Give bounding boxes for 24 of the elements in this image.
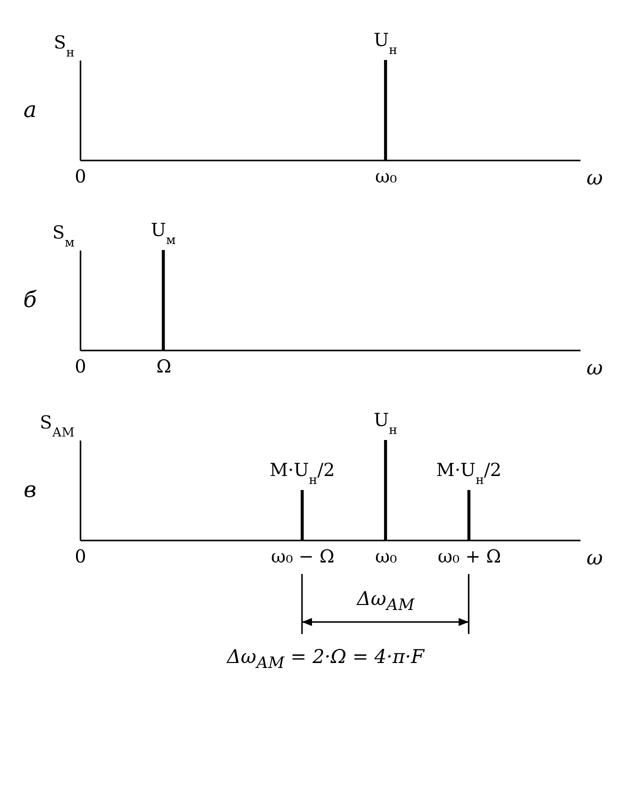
x-tick-label: 0 bbox=[74, 166, 86, 188]
text: б bbox=[23, 288, 38, 313]
x-tick-label: ω₀ + Ω bbox=[438, 546, 502, 568]
x-tick-label: 0 bbox=[74, 356, 86, 378]
annotation: U$_{н}$ bbox=[374, 410, 398, 436]
text: а bbox=[23, 98, 37, 123]
annotation: M·U$_{н}$/2 bbox=[270, 460, 335, 486]
y-axis-title: S$_{н}$ bbox=[54, 32, 74, 59]
annotation: U$_{м}$ bbox=[150, 220, 176, 246]
x-axis-title: ω bbox=[586, 546, 603, 570]
x-tick-label: 0 bbox=[74, 546, 86, 568]
x-tick-label: ω₀ bbox=[375, 546, 398, 568]
x-tick-label: ω₀ bbox=[375, 166, 398, 188]
y-axis-title: S$_{м}$ bbox=[52, 222, 75, 249]
text: Δω$_{АМ}$ bbox=[357, 588, 414, 614]
y-axis-title: S$_{АМ}$ bbox=[40, 412, 75, 439]
annotation: U$_{н}$ bbox=[374, 30, 398, 56]
x-tick-label: Ω bbox=[156, 356, 172, 378]
text: в bbox=[24, 478, 36, 503]
x-axis-title: ω bbox=[586, 356, 603, 380]
annotation: M·U$_{н}$/2 bbox=[436, 460, 502, 486]
text: Δω$_{АМ}$ = 2·Ω = 4·π·F bbox=[227, 646, 424, 672]
x-tick-label: ω₀ − Ω bbox=[271, 546, 334, 568]
x-axis-title: ω bbox=[586, 166, 603, 190]
